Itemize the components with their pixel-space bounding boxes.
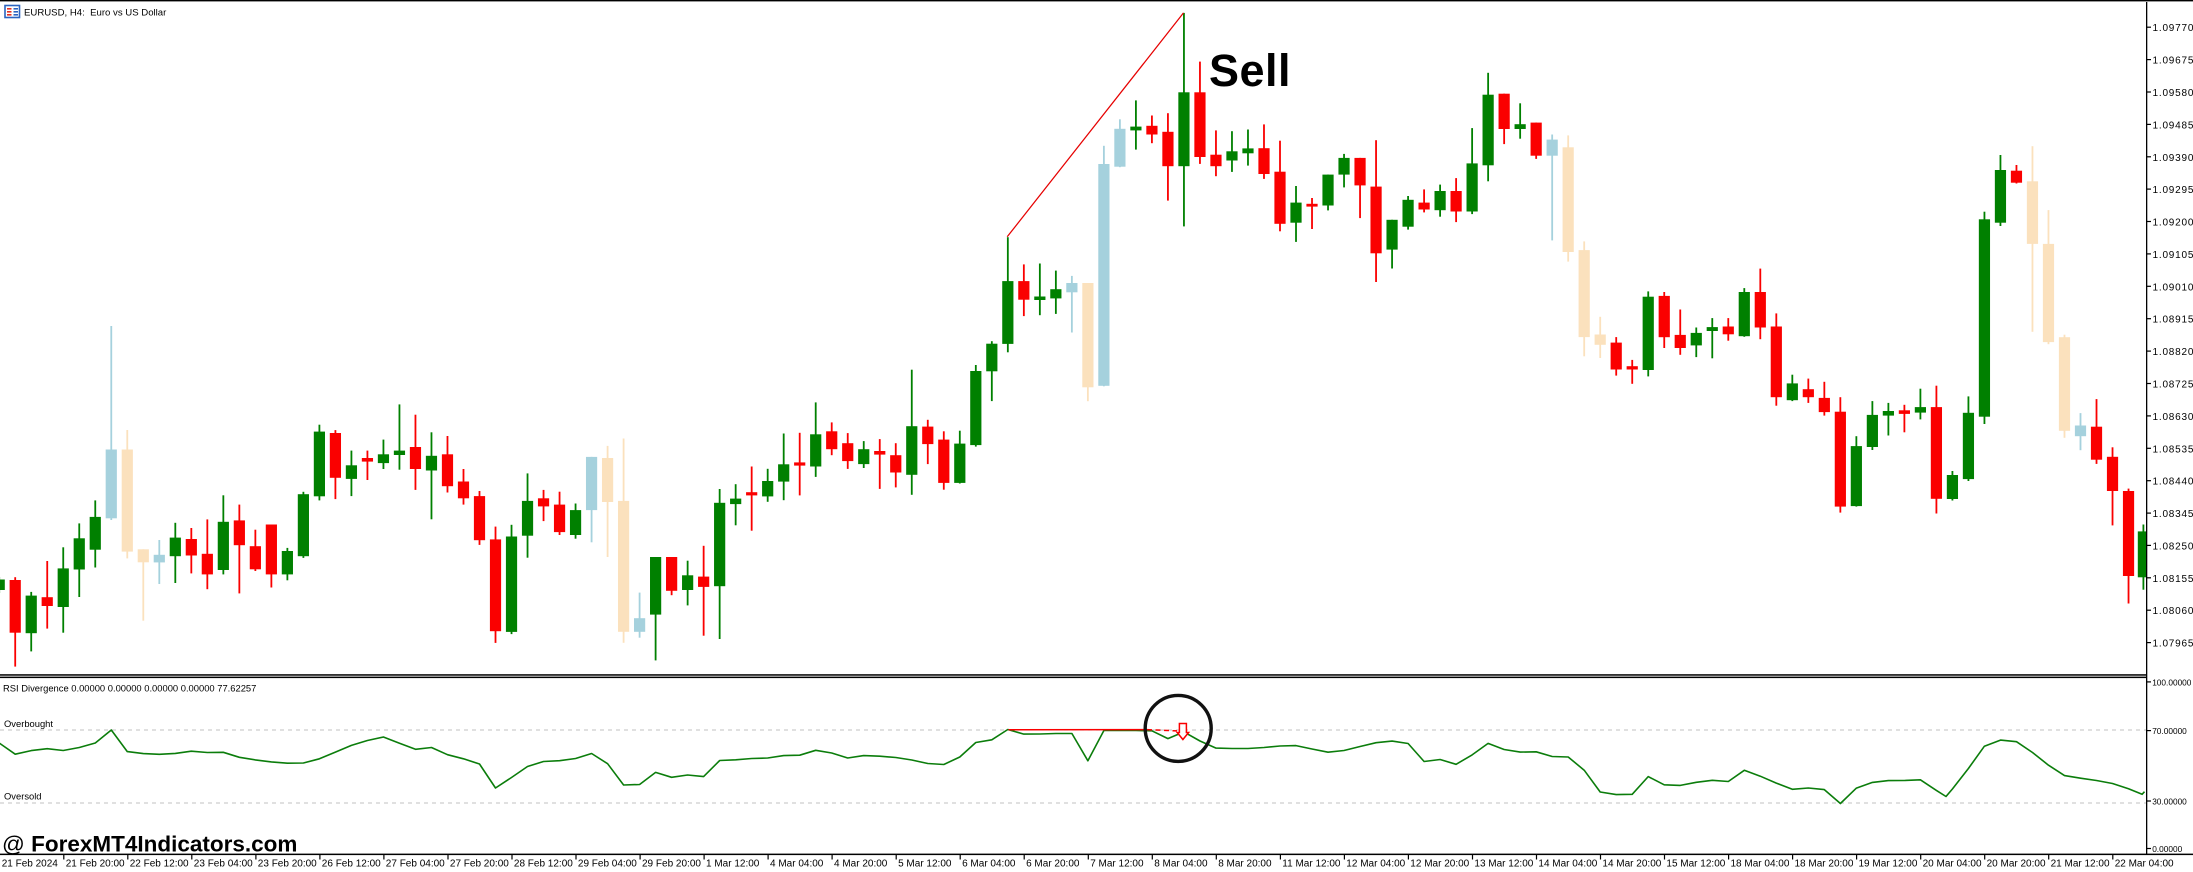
svg-text:1.09390: 1.09390 [2153, 153, 2193, 164]
svg-text:1.08820: 1.08820 [2153, 347, 2193, 358]
svg-text:6 Mar 20:00: 6 Mar 20:00 [1026, 859, 1080, 870]
svg-text:21 Feb 20:00: 21 Feb 20:00 [66, 859, 125, 870]
svg-text:26 Feb 12:00: 26 Feb 12:00 [322, 859, 381, 870]
svg-text:29 Feb 20:00: 29 Feb 20:00 [642, 859, 701, 870]
svg-text:1.09580: 1.09580 [2153, 88, 2193, 99]
svg-text:27 Feb 20:00: 27 Feb 20:00 [450, 859, 509, 870]
svg-text:18 Mar 20:00: 18 Mar 20:00 [1795, 859, 1854, 870]
svg-text:Overbought: Overbought [4, 718, 53, 729]
svg-text:1.09675: 1.09675 [2153, 56, 2193, 67]
svg-text:23 Feb 04:00: 23 Feb 04:00 [194, 859, 253, 870]
svg-text:12 Mar 04:00: 12 Mar 04:00 [1346, 859, 1405, 870]
svg-text:1.08060: 1.08060 [2153, 606, 2193, 617]
svg-text:Oversold: Oversold [4, 791, 42, 802]
svg-text:20 Mar 20:00: 20 Mar 20:00 [1987, 859, 2046, 870]
svg-text:12 Mar 20:00: 12 Mar 20:00 [1410, 859, 1469, 870]
svg-text:1 Mar 12:00: 1 Mar 12:00 [706, 859, 760, 870]
svg-text:23 Feb 20:00: 23 Feb 20:00 [258, 859, 317, 870]
svg-text:30.00000: 30.00000 [2152, 797, 2187, 807]
svg-text:6 Mar 04:00: 6 Mar 04:00 [962, 859, 1016, 870]
svg-text:1.08440: 1.08440 [2153, 477, 2193, 488]
svg-text:22 Feb 12:00: 22 Feb 12:00 [130, 859, 189, 870]
svg-text:1.08725: 1.08725 [2153, 380, 2193, 391]
svg-text:100.00000: 100.00000 [2152, 677, 2192, 687]
svg-text:20 Mar 04:00: 20 Mar 04:00 [1923, 859, 1982, 870]
svg-text:1.08535: 1.08535 [2153, 444, 2193, 455]
svg-text:EURUSD, H4: Euro vs US Dollar: EURUSD, H4: Euro vs US Dollar [24, 8, 167, 19]
svg-text:70.00000: 70.00000 [2152, 726, 2187, 736]
svg-text:Sell: Sell [1209, 45, 1291, 96]
svg-text:8 Mar 04:00: 8 Mar 04:00 [1154, 859, 1208, 870]
svg-text:0.00000: 0.00000 [2152, 844, 2182, 854]
svg-text:RSI Divergence 0.00000 0.00000: RSI Divergence 0.00000 0.00000 0.00000 0… [3, 683, 256, 694]
svg-text:7 Mar 12:00: 7 Mar 12:00 [1090, 859, 1144, 870]
svg-text:1.08250: 1.08250 [2153, 541, 2193, 552]
svg-text:1.09200: 1.09200 [2153, 218, 2193, 229]
svg-text:14 Mar 04:00: 14 Mar 04:00 [1538, 859, 1597, 870]
svg-text:13 Mar 12:00: 13 Mar 12:00 [1474, 859, 1533, 870]
svg-text:11 Mar 12:00: 11 Mar 12:00 [1282, 859, 1341, 870]
svg-text:4 Mar 04:00: 4 Mar 04:00 [770, 859, 824, 870]
svg-text:1.08915: 1.08915 [2153, 315, 2193, 326]
svg-text:21 Mar 12:00: 21 Mar 12:00 [2051, 859, 2110, 870]
svg-text:5 Mar 12:00: 5 Mar 12:00 [898, 859, 952, 870]
svg-text:@ ForexMT4Indicators.com: @ ForexMT4Indicators.com [2, 832, 297, 857]
svg-text:1.08345: 1.08345 [2153, 509, 2193, 520]
svg-text:1.07965: 1.07965 [2153, 639, 2193, 650]
svg-text:1.09010: 1.09010 [2153, 282, 2193, 293]
svg-text:21 Feb 2024: 21 Feb 2024 [2, 859, 59, 870]
svg-text:18 Mar 04:00: 18 Mar 04:00 [1731, 859, 1790, 870]
svg-text:1.08155: 1.08155 [2153, 574, 2193, 585]
svg-text:27 Feb 04:00: 27 Feb 04:00 [386, 859, 445, 870]
svg-text:4 Mar 20:00: 4 Mar 20:00 [834, 859, 888, 870]
svg-text:1.09770: 1.09770 [2153, 23, 2193, 34]
svg-text:22 Mar 04:00: 22 Mar 04:00 [2115, 859, 2174, 870]
svg-text:1.09295: 1.09295 [2153, 185, 2193, 196]
svg-text:8 Mar 20:00: 8 Mar 20:00 [1218, 859, 1272, 870]
svg-text:29 Feb 04:00: 29 Feb 04:00 [578, 859, 637, 870]
svg-text:14 Mar 20:00: 14 Mar 20:00 [1602, 859, 1661, 870]
svg-text:15 Mar 12:00: 15 Mar 12:00 [1666, 859, 1725, 870]
svg-text:1.09485: 1.09485 [2153, 120, 2193, 131]
svg-text:1.09105: 1.09105 [2153, 250, 2193, 261]
svg-text:19 Mar 12:00: 19 Mar 12:00 [1859, 859, 1918, 870]
svg-text:28 Feb 12:00: 28 Feb 12:00 [514, 859, 573, 870]
svg-text:1.08630: 1.08630 [2153, 412, 2193, 423]
